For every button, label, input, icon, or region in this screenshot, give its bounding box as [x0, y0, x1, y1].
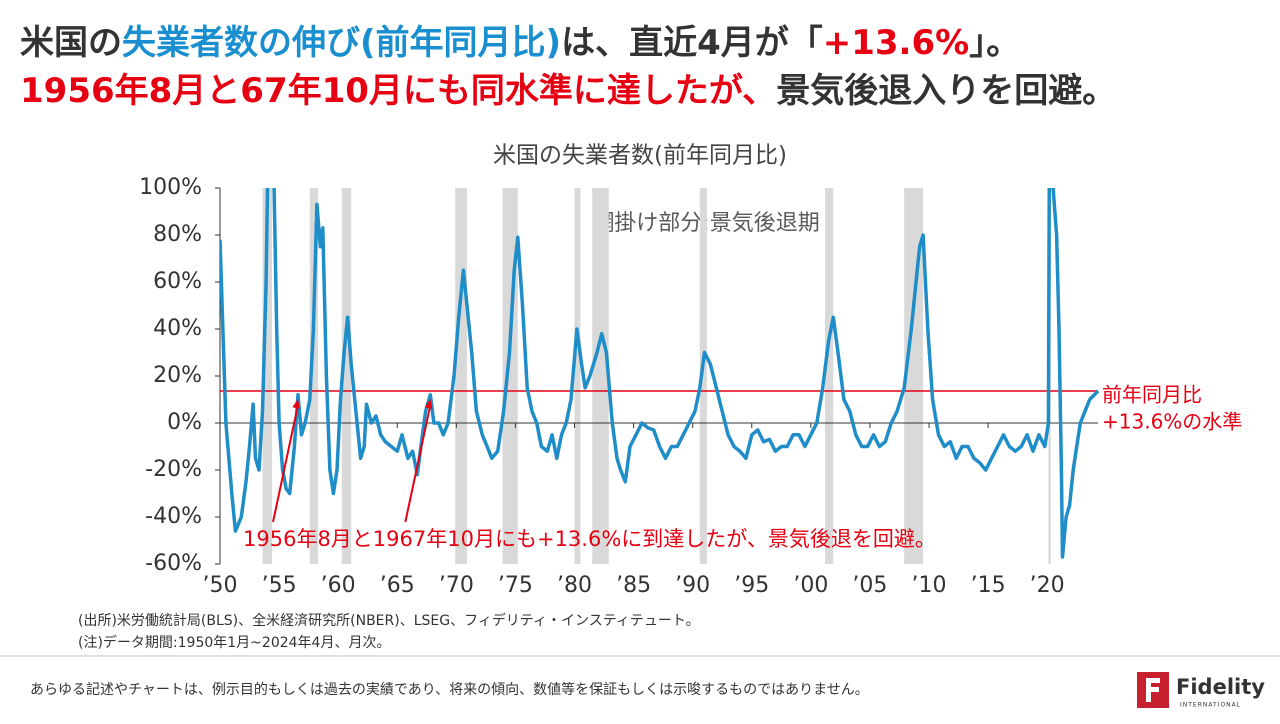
headline: 1956年8月と67年10月にも同水準に達したが、景気後退入りを回避。: [20, 71, 1116, 111]
reference-label: +13.6%の水準: [1102, 410, 1242, 434]
y-tick-label: 0%: [167, 410, 202, 435]
headline-part: 景気後退入りを回避。: [776, 71, 1116, 111]
y-tick-label: -40%: [145, 504, 202, 529]
annotation: 1956年8月と1967年10月にも+13.6%に到達したが、景気後退を回避。: [243, 527, 936, 551]
recession-shade: [592, 188, 609, 564]
x-tick-label: ’10: [912, 573, 947, 598]
headline-part: 1956年8月と67年10月にも同水準に達したが、: [20, 71, 776, 111]
y-tick-label: 40%: [153, 316, 202, 341]
x-tick-label: ’05: [852, 573, 887, 598]
recession-shade: [341, 188, 352, 564]
recession-shade: [699, 188, 707, 564]
x-tick-label: ’75: [498, 573, 533, 598]
reference-label: 前年同月比: [1102, 383, 1202, 407]
headline: 米国の失業者数の伸び(前年同月比)は、直近4月が「+13.6%」。: [20, 23, 1020, 63]
x-tick-label: ’70: [439, 573, 474, 598]
x-tick-label: ’00: [793, 573, 828, 598]
recession-shade: [455, 188, 467, 564]
series-line: [220, 188, 1100, 559]
chart-title: 米国の失業者数(前年同月比): [493, 143, 787, 169]
annotation-arrow: [272, 404, 299, 523]
disclaimer: あらゆる記述やチャートは、例示目的もしくは過去の実績であり、将来の傾向、数値等を…: [30, 681, 869, 698]
logo-text: Fidelity: [1176, 675, 1265, 699]
x-tick-label: ’60: [321, 573, 356, 598]
headline-part: は、直近4月が「: [561, 23, 823, 63]
x-tick-label: ’90: [675, 573, 710, 598]
x-tick-label: ’65: [380, 573, 415, 598]
recession-shade: [904, 188, 924, 564]
arrow-head: [424, 399, 433, 409]
arrow-head: [292, 399, 300, 409]
x-tick-label: ’80: [557, 573, 592, 598]
x-tick-label: ’15: [971, 573, 1006, 598]
recession-shade: [574, 188, 581, 564]
headline-part: +13.6%: [823, 23, 969, 63]
headline-part: 失業者数の伸び(前年同月比): [122, 23, 561, 63]
y-tick-label: -20%: [145, 457, 202, 482]
headline-part: 米国の: [20, 23, 122, 63]
x-tick-label: ’95: [734, 573, 769, 598]
x-tick-label: ’20: [1030, 573, 1065, 598]
y-tick-label: 80%: [153, 222, 202, 247]
y-tick-label: 60%: [153, 269, 202, 294]
data-note: (注)データ期間:1950年1月~2024年4月、月次。: [78, 634, 390, 651]
headline-part: 」。: [969, 23, 1020, 63]
recession-shade: [262, 188, 272, 564]
y-tick-label: 20%: [153, 363, 202, 388]
x-tick-label: ’55: [262, 573, 297, 598]
y-tick-label: 100%: [139, 175, 202, 200]
recession-shade: [309, 188, 319, 564]
x-tick-label: ’50: [203, 573, 238, 598]
x-tick-label: ’85: [616, 573, 651, 598]
y-tick-label: -60%: [145, 551, 202, 576]
logo-sub: INTERNATIONAL: [1180, 702, 1241, 709]
source-note: (出所)米労働統計局(BLS)、全米経済研究所(NBER)、LSEG、フィデリテ…: [78, 612, 700, 629]
recession-shade: [825, 188, 834, 564]
annotation-arrow: [404, 404, 432, 523]
logo-glyph: [1146, 678, 1160, 702]
